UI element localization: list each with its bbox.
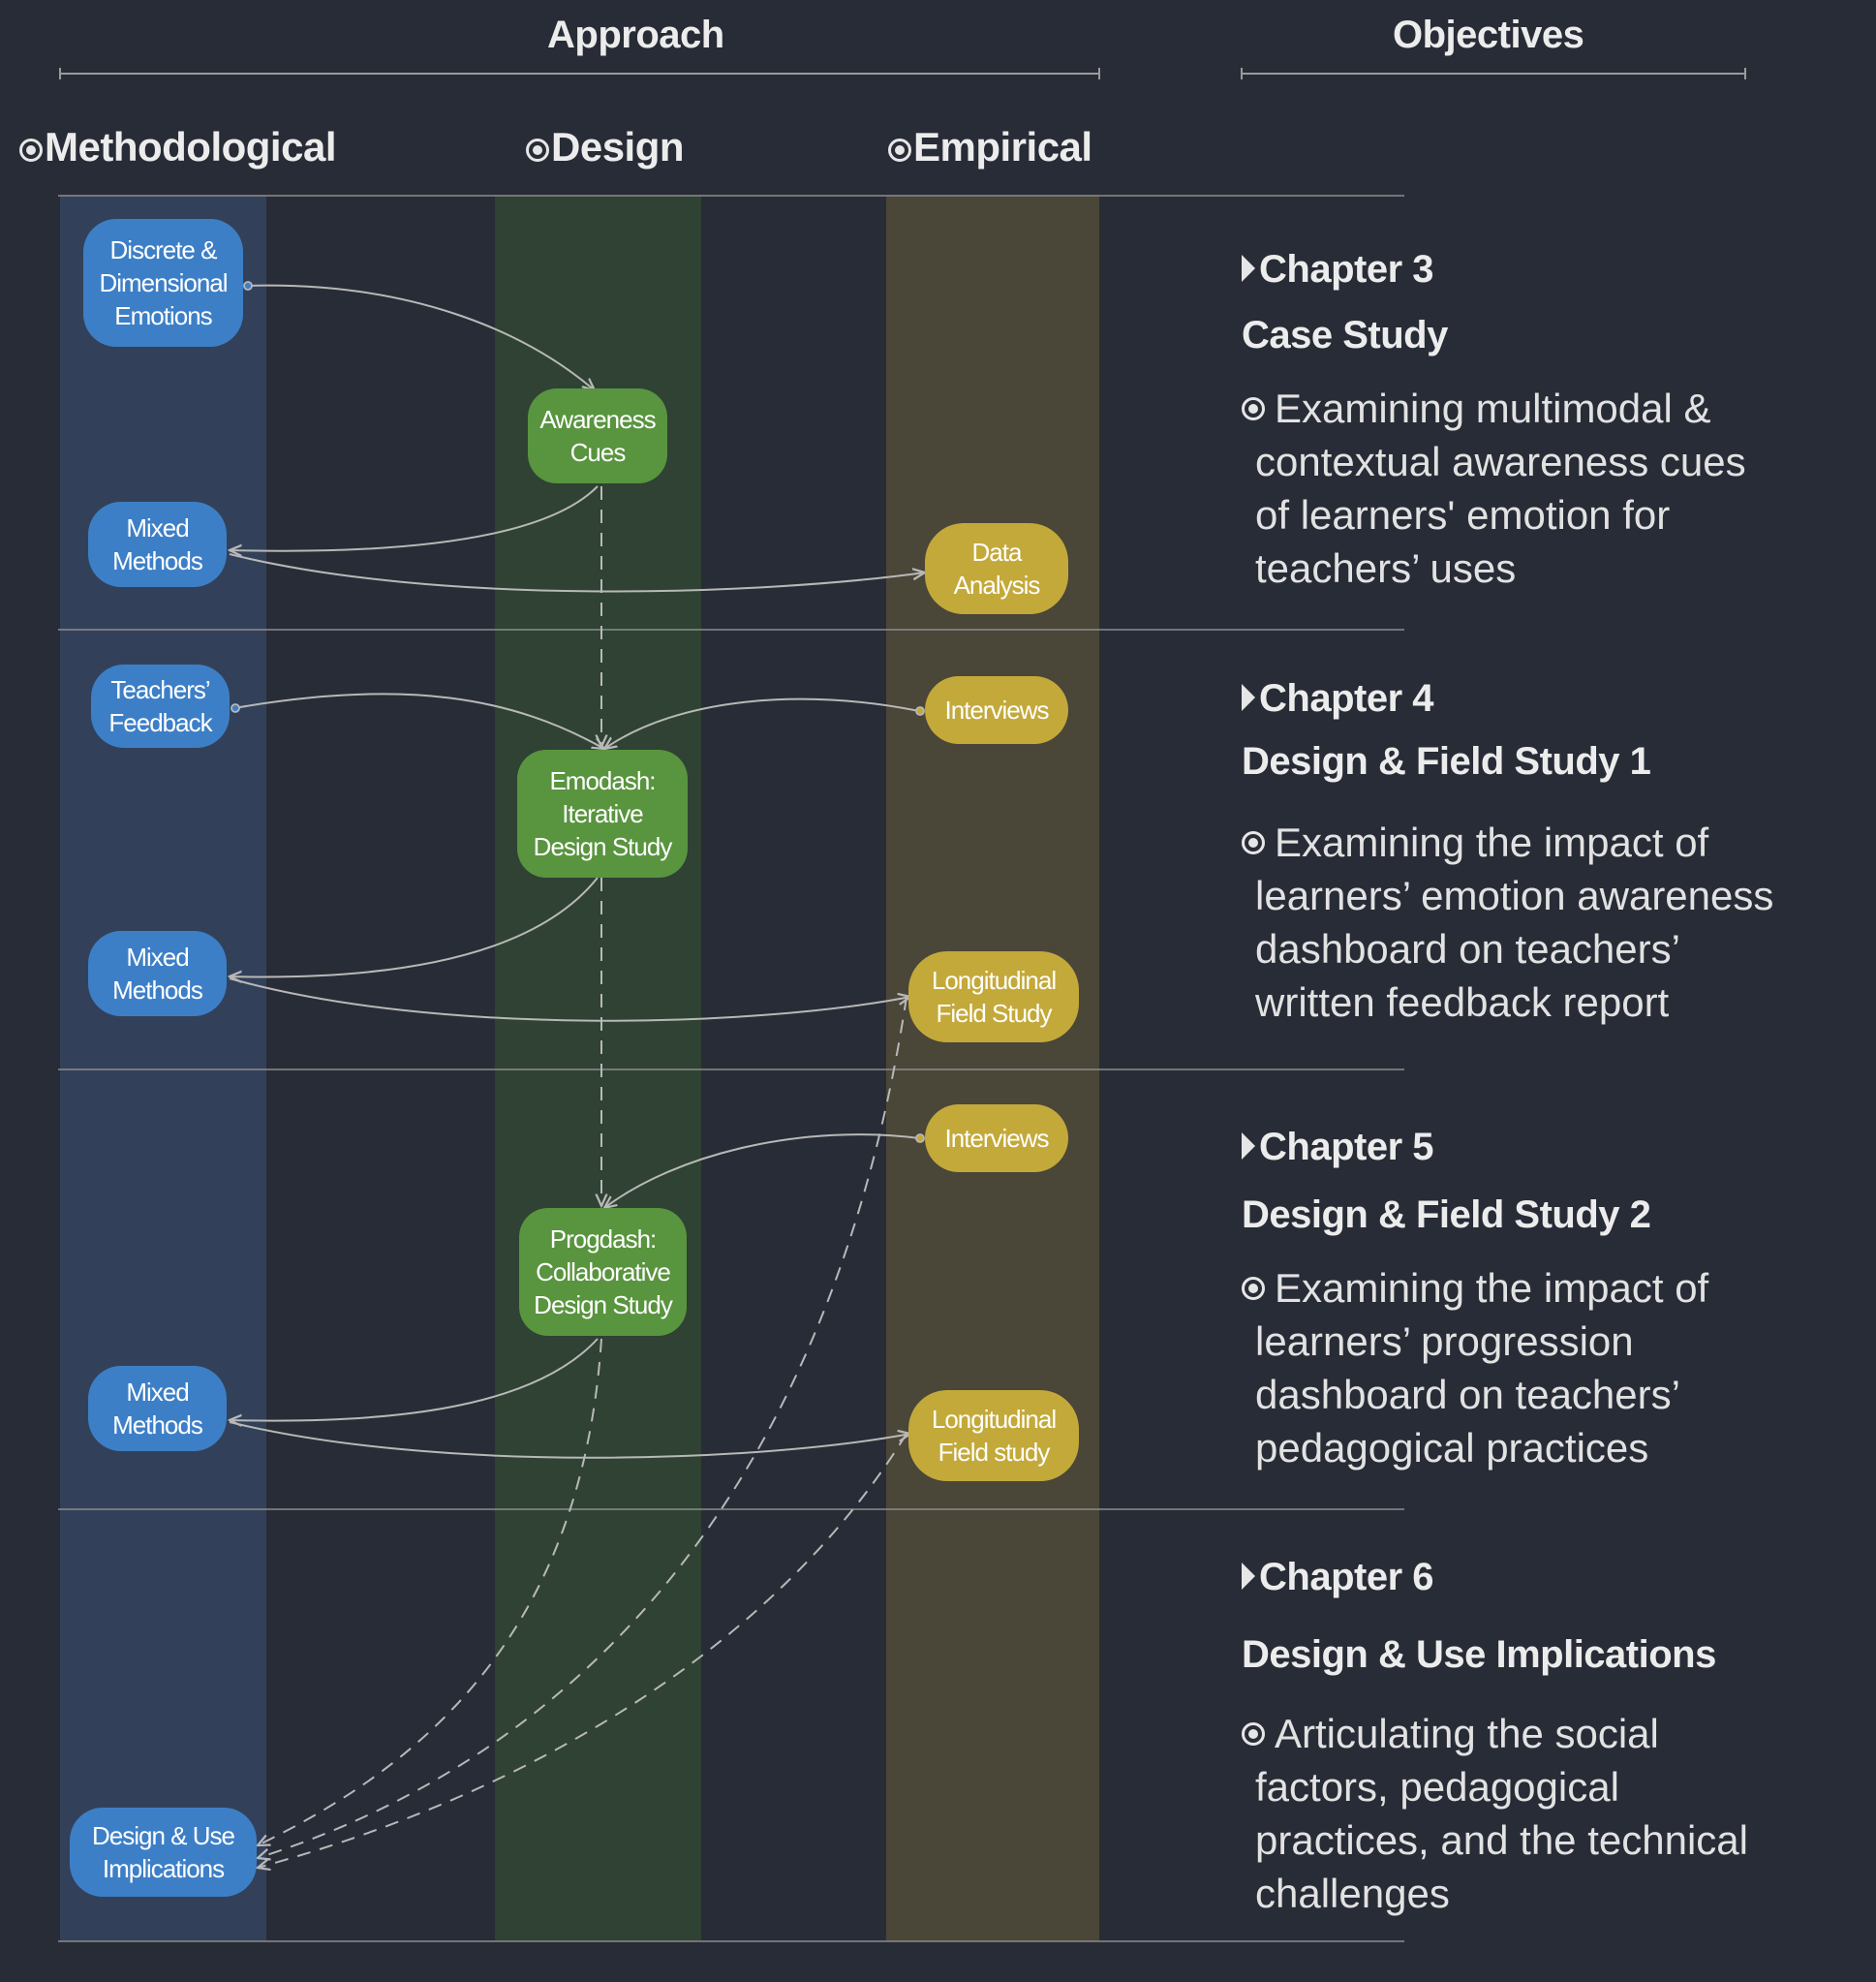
- chapter-heading: Chapter 4: [1242, 677, 1434, 721]
- objectives-header: Objectives: [1393, 14, 1584, 56]
- mixed-methods-node[interactable]: Mixed Methods: [88, 1366, 227, 1451]
- chapter-heading: Chapter 5: [1242, 1126, 1434, 1169]
- dashed-connectors: [258, 486, 907, 1868]
- triangle-right-icon: [1242, 255, 1255, 283]
- chapter-objective: Examining the impact of learners’ progre…: [1242, 1261, 1823, 1474]
- discrete-emotions-node[interactable]: Discrete & Dimensional Emotions: [83, 219, 243, 347]
- solid-connectors: [230, 284, 925, 1459]
- radio-bullet-icon: [19, 138, 43, 162]
- design-header: Design: [526, 124, 685, 170]
- chapter-heading: Chapter 3: [1242, 248, 1434, 292]
- longitudinal-field-study-node[interactable]: Longitudinal Field study: [908, 1390, 1079, 1481]
- design-band: [495, 196, 701, 1941]
- progdash-node[interactable]: Progdash: Collaborative Design Study: [519, 1208, 687, 1336]
- chapter-objective: Examining the impact of learners’ emotio…: [1242, 816, 1823, 1029]
- radio-bullet-icon: [526, 138, 549, 162]
- empirical-band: [886, 196, 1099, 1941]
- radio-bullet-icon: [1242, 396, 1265, 420]
- empirical-header: Empirical: [888, 124, 1092, 170]
- chapter-objective: Articulating the social factors, pedagog…: [1242, 1707, 1823, 1920]
- connector-source-dots: [231, 281, 253, 713]
- emodash-node[interactable]: Emodash: Iterative Design Study: [517, 750, 688, 878]
- row-dividers: [58, 195, 1404, 1942]
- chapter-subtitle: Case Study: [1242, 314, 1448, 356]
- triangle-right-icon: [1242, 684, 1255, 712]
- mixed-methods-node[interactable]: Mixed Methods: [88, 931, 227, 1016]
- interviews-node[interactable]: Interviews: [925, 1104, 1068, 1172]
- methodological-band: [60, 196, 266, 1941]
- chapter-subtitle: Design & Field Study 2: [1242, 1193, 1651, 1236]
- awareness-cues-node[interactable]: Awareness Cues: [528, 388, 667, 483]
- triangle-right-icon: [1242, 1563, 1255, 1591]
- mixed-methods-node[interactable]: Mixed Methods: [88, 502, 227, 587]
- header-rules: [59, 68, 1746, 79]
- methodological-header: Methodological: [19, 124, 337, 170]
- data-analysis-node[interactable]: Data Analysis: [925, 523, 1068, 614]
- chapter-subtitle: Design & Field Study 1: [1242, 740, 1651, 783]
- approach-header: Approach: [547, 14, 724, 56]
- longitudinal-field-study-node[interactable]: Longitudinal Field Study: [908, 951, 1079, 1042]
- design-use-implications-node[interactable]: Design & Use Implications: [70, 1808, 257, 1897]
- interviews-node[interactable]: Interviews: [925, 676, 1068, 744]
- chapter-objective: Examining multimodal & contextual awaren…: [1242, 382, 1823, 595]
- chapter-subtitle: Design & Use Implications: [1242, 1633, 1716, 1676]
- chapter-heading: Chapter 6: [1242, 1556, 1434, 1599]
- radio-bullet-icon: [888, 138, 911, 162]
- teachers-feedback-node[interactable]: Teachers’ Feedback: [91, 665, 230, 748]
- triangle-right-icon: [1242, 1132, 1255, 1161]
- radio-bullet-icon: [1242, 830, 1265, 854]
- radio-bullet-icon: [1242, 1721, 1265, 1746]
- radio-bullet-icon: [1242, 1276, 1265, 1300]
